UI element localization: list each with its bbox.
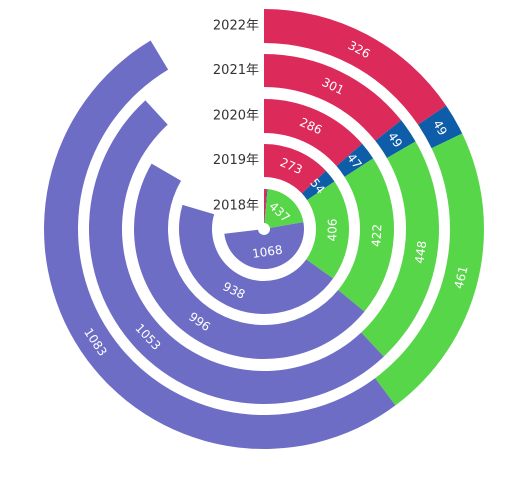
- arc-2020年-series-4[interactable]: [133, 163, 365, 360]
- arc-2022年-series-2[interactable]: [417, 105, 463, 149]
- arc-2018年-series-2[interactable]: [264, 189, 268, 224]
- value-label-2022年-series-2: 49: [430, 118, 450, 138]
- category-label-2018年: 2018年: [213, 199, 259, 214]
- arc-2020年-series-1[interactable]: [264, 99, 363, 167]
- arc-2019年-series-4[interactable]: [178, 204, 334, 315]
- value-label-2019年-series-3: 406: [325, 218, 339, 241]
- chart-arcs: [44, 9, 484, 449]
- arc-2021年-series-3[interactable]: [361, 141, 440, 357]
- value-label-2020年-series-3: 422: [369, 224, 384, 248]
- arc-2022年-series-1[interactable]: [264, 9, 447, 125]
- value-label-2021年-series-3: 448: [412, 240, 429, 265]
- category-label-2021年: 2021年: [213, 63, 259, 78]
- arc-2019年-series-3[interactable]: [306, 181, 350, 279]
- value-label-2022年-series-3: 461: [452, 265, 471, 291]
- arc-2021年-series-4[interactable]: [89, 100, 384, 404]
- arc-2018年-series-4[interactable]: [224, 222, 304, 269]
- arc-2020年-series-2[interactable]: [336, 143, 374, 177]
- value-label-2018年-series-4: 1068: [251, 243, 283, 261]
- arc-2022年-series-3[interactable]: [375, 133, 484, 406]
- category-label-2019年: 2019年: [213, 153, 259, 168]
- arc-2020年-series-3[interactable]: [338, 158, 395, 312]
- arc-2019年-series-1[interactable]: [264, 144, 326, 194]
- arc-2019年-series-2[interactable]: [301, 170, 335, 200]
- arc-2018年-series-1[interactable]: [264, 189, 267, 224]
- arc-2021年-series-2[interactable]: [375, 120, 416, 158]
- category-label-2020年: 2020年: [213, 109, 259, 124]
- arc-2021年-series-1[interactable]: [264, 54, 402, 141]
- category-label-2022年: 2022年: [213, 19, 259, 34]
- arc-2018年-series-3[interactable]: [264, 189, 304, 228]
- value-labels: 4371068273544069382864742299630149448105…: [81, 38, 471, 359]
- arc-2022年-series-4[interactable]: [44, 40, 396, 449]
- category-labels: 2018年 2019年 2020年 2021年 2022年: [213, 19, 259, 214]
